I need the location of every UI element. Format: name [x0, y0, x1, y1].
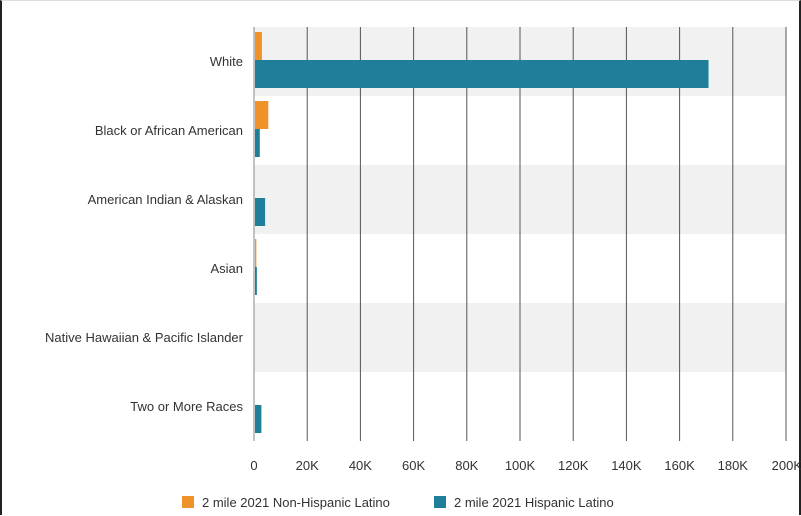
x-tick-label: 40K [349, 458, 372, 473]
x-tick-label: 180K [718, 458, 749, 473]
bar-hispanic [255, 60, 709, 88]
x-tick-label: 140K [611, 458, 642, 473]
category-label: Asian [210, 261, 243, 276]
x-tick-label: 100K [505, 458, 536, 473]
bar-hispanic [255, 198, 266, 226]
bar-hispanic [255, 405, 262, 433]
category-labels: White Black or African American American I… [45, 54, 244, 414]
bar-non-hispanic [255, 32, 262, 60]
category-label: American Indian & Alaskan [88, 192, 243, 207]
category-label: Native Hawaiian & Pacific Islander [45, 330, 244, 345]
bar-non-hispanic [255, 239, 257, 267]
bar-hispanic [255, 129, 260, 157]
x-tick-label: 20K [296, 458, 319, 473]
legend-swatch [434, 496, 446, 508]
bar-hispanic [255, 267, 257, 295]
x-tick-label: 160K [664, 458, 695, 473]
bars [255, 32, 709, 433]
category-label: Two or More Races [130, 399, 243, 414]
category-label: White [210, 54, 243, 69]
category-label: Black or African American [95, 123, 243, 138]
x-tick-label: 80K [455, 458, 478, 473]
x-tick-label: 60K [402, 458, 425, 473]
legend-label: 2 mile 2021 Non-Hispanic Latino [202, 495, 390, 510]
gridlines [253, 27, 787, 441]
x-tick-label: 120K [558, 458, 589, 473]
legend: 2 mile 2021 Non-Hispanic Latino 2 mile 20… [182, 495, 614, 510]
legend-label: 2 mile 2021 Hispanic Latino [454, 495, 614, 510]
legend-swatch [182, 496, 194, 508]
x-axis-tick-labels: 0 20K 40K 60K 80K 100K 120K 140K 160K 180K 200K [250, 458, 801, 473]
x-tick-label: 0 [250, 458, 257, 473]
bar-non-hispanic [255, 101, 269, 129]
x-tick-label: 200K [772, 458, 801, 473]
